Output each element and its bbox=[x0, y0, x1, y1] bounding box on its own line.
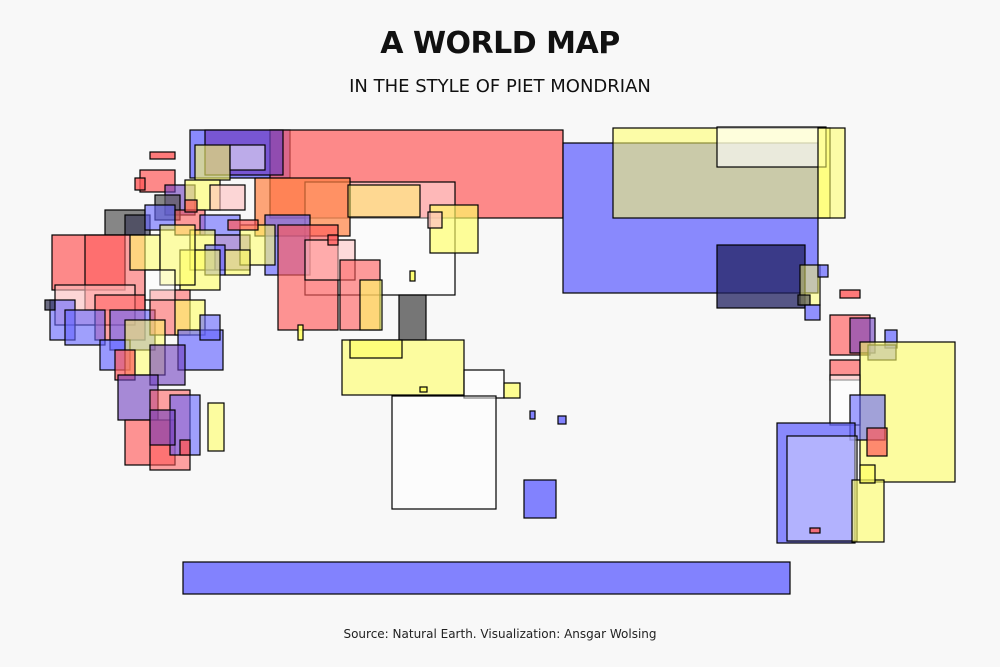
country-box-75 bbox=[529, 410, 536, 420]
country-box-7 bbox=[817, 127, 846, 219]
country-box-20 bbox=[297, 324, 304, 341]
country-box-18 bbox=[398, 294, 427, 341]
country-box-95 bbox=[851, 479, 885, 543]
country-box-72 bbox=[463, 369, 505, 399]
country-box-80 bbox=[817, 264, 829, 278]
source-caption: Source: Natural Earth. Visualization: An… bbox=[343, 627, 657, 641]
country-box-76 bbox=[557, 415, 567, 425]
country-box-22 bbox=[194, 144, 231, 181]
country-box-92 bbox=[866, 427, 888, 457]
country-box-74 bbox=[419, 386, 428, 393]
country-box-10 bbox=[347, 184, 421, 218]
country-box-71 bbox=[349, 339, 403, 359]
country-box-39 bbox=[224, 249, 251, 276]
country-box-93 bbox=[776, 422, 856, 544]
country-box-17 bbox=[427, 211, 443, 229]
country-box-52 bbox=[129, 234, 161, 271]
country-box-78 bbox=[391, 395, 497, 510]
country-box-98 bbox=[182, 561, 791, 595]
country-box-15 bbox=[359, 279, 383, 331]
country-box-67 bbox=[199, 314, 221, 341]
country-box-54 bbox=[144, 269, 176, 301]
country-box-97 bbox=[809, 527, 821, 534]
country-box-19 bbox=[409, 270, 416, 282]
country-box-64 bbox=[149, 409, 176, 446]
country-box-28 bbox=[209, 184, 246, 211]
country-box-83 bbox=[804, 304, 821, 321]
country-box-77 bbox=[523, 479, 557, 519]
country-box-29 bbox=[149, 151, 176, 160]
country-box-73 bbox=[503, 382, 521, 399]
country-box-69 bbox=[184, 199, 198, 213]
country-box-53 bbox=[159, 224, 196, 286]
country-box-42 bbox=[227, 219, 259, 231]
country-box-96 bbox=[859, 464, 876, 484]
country-box-82 bbox=[839, 289, 861, 299]
map-title: A WORLD MAP bbox=[380, 26, 620, 61]
country-box-68 bbox=[44, 299, 56, 311]
country-box-6 bbox=[716, 244, 806, 309]
country-box-66 bbox=[207, 402, 225, 452]
country-box-23 bbox=[229, 144, 266, 171]
country-box-21 bbox=[327, 234, 339, 246]
country-box-65 bbox=[179, 439, 191, 456]
country-box-48 bbox=[64, 309, 106, 346]
country-box-94 bbox=[786, 435, 858, 542]
country-box-81 bbox=[797, 294, 811, 306]
country-box-30 bbox=[134, 177, 146, 191]
map-subtitle: IN THE STYLE OF PIET MONDRIAN bbox=[349, 76, 651, 97]
country-box-5 bbox=[716, 126, 827, 168]
